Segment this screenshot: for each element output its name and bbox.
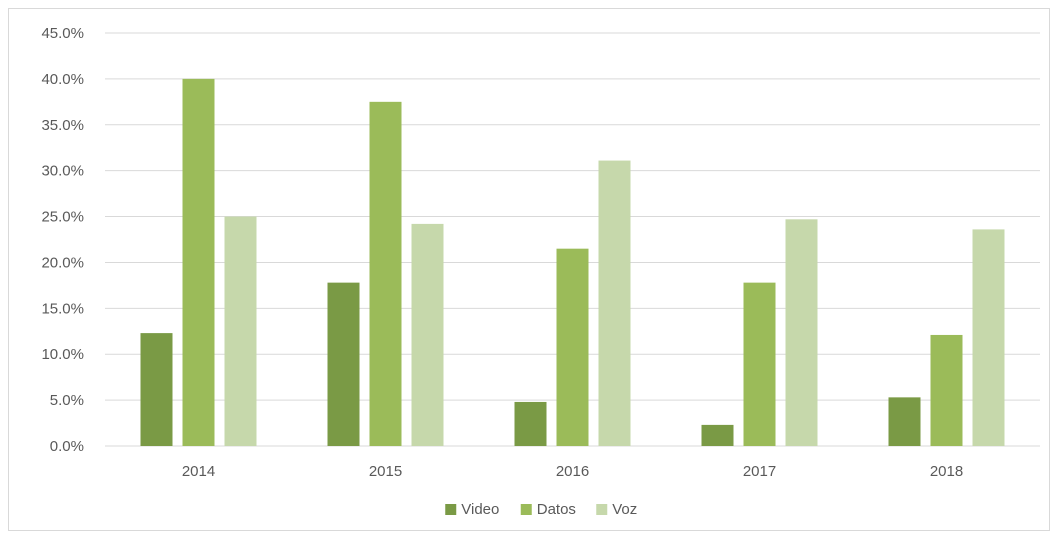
bar-voz-2017 — [785, 219, 818, 446]
x-tick-label: 2017 — [743, 463, 776, 480]
legend-label-voz: Voz — [612, 501, 637, 518]
x-tick-label: 2015 — [369, 463, 402, 480]
y-tick-label: 30.0% — [41, 163, 84, 180]
legend-label-video: Video — [461, 501, 499, 518]
y-axis-ticks: 0.0% 5.0% 10.0% 15.0% 20.0% 25.0% 30.0% 35.0% 40… — [41, 25, 84, 455]
y-tick-label: 20.0% — [41, 254, 84, 271]
y-tick-label: 5.0% — [50, 392, 84, 409]
y-tick-label: 25.0% — [41, 209, 84, 226]
x-tick-label: 2016 — [556, 463, 589, 480]
bar-voz-2016 — [598, 160, 631, 446]
bar-voz-2018 — [972, 229, 1005, 446]
bar-video-2014 — [140, 333, 173, 446]
legend-swatch-voz — [596, 504, 608, 515]
x-tick-label: 2014 — [182, 463, 215, 480]
bar-voz-2014 — [224, 216, 257, 446]
y-tick-label: 45.0% — [41, 25, 84, 42]
y-tick-label: 35.0% — [41, 117, 84, 134]
bar-video-2017 — [701, 424, 734, 446]
y-tick-label: 10.0% — [41, 346, 84, 363]
gridlines — [105, 32, 1040, 447]
bar-datos-2015 — [369, 101, 402, 446]
bar-video-2016 — [514, 401, 547, 446]
y-tick-label: 40.0% — [41, 71, 84, 88]
bar-video-2018 — [888, 397, 921, 446]
legend-label-datos: Datos — [537, 501, 576, 518]
legend-swatch-video — [445, 504, 457, 515]
legend: Video Datos Voz — [445, 501, 637, 518]
y-tick-label: 15.0% — [41, 300, 84, 317]
bar-voz-2015 — [411, 223, 444, 446]
bar-datos-2016 — [556, 248, 589, 446]
bar-video-2015 — [327, 282, 360, 446]
x-axis-ticks: 2014 2015 2016 2017 2018 — [182, 463, 963, 480]
bar-datos-2017 — [743, 282, 776, 446]
bar-datos-2018 — [930, 334, 963, 446]
legend-swatch-datos — [520, 504, 532, 515]
x-tick-label: 2018 — [930, 463, 963, 480]
bars — [140, 78, 1005, 446]
y-tick-label: 0.0% — [50, 438, 84, 455]
bar-datos-2014 — [182, 78, 215, 446]
